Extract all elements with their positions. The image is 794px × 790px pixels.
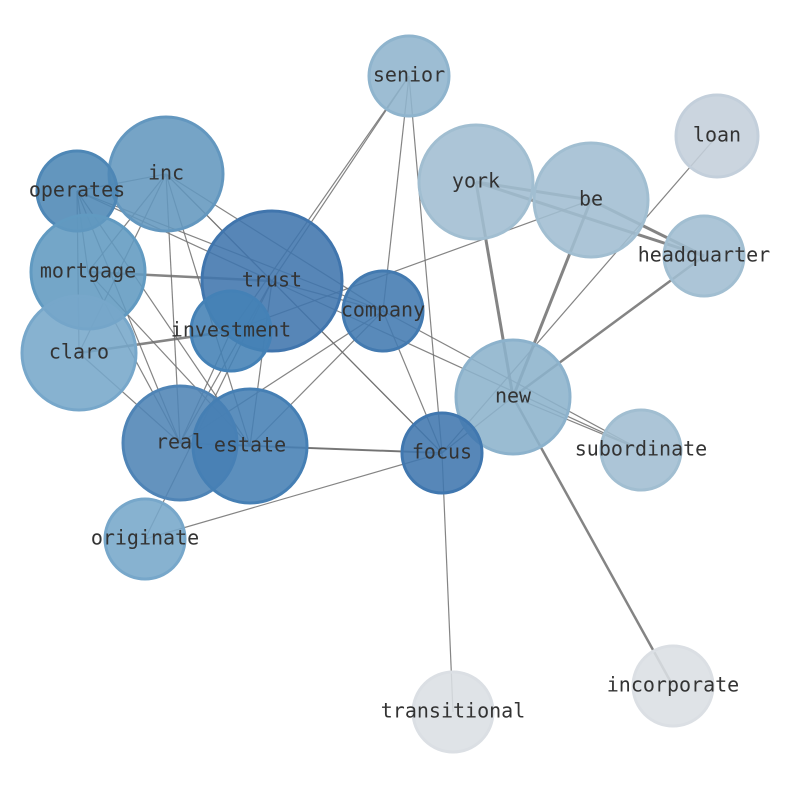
nodes (20, 34, 760, 754)
node-label: inc (148, 161, 184, 185)
node (341, 269, 425, 353)
node-label: subordinate (575, 437, 707, 461)
node-label: originate (91, 526, 199, 550)
node (454, 338, 572, 456)
node-label: incorporate (607, 673, 739, 697)
node-label: headquarter (638, 243, 770, 267)
node-label: trust (242, 268, 302, 292)
node (20, 294, 138, 412)
node (400, 411, 484, 495)
node (367, 34, 451, 118)
edge (144, 452, 443, 540)
node-label: company (341, 298, 425, 322)
labels: senior loan inc operates york be headquarter mo… (29, 63, 770, 723)
node-label: investment (171, 318, 291, 342)
node (103, 497, 187, 581)
node (662, 214, 746, 298)
node (674, 93, 760, 179)
node-label: real (156, 430, 204, 454)
node-label: transitional (381, 699, 526, 723)
edge (408, 75, 443, 454)
node (631, 644, 715, 728)
node (417, 123, 535, 241)
node (599, 408, 683, 492)
node-label: york (452, 169, 500, 193)
node-label: new (495, 384, 532, 408)
node-label: operates (29, 178, 125, 202)
node-label: loan (693, 123, 741, 147)
node (411, 670, 495, 754)
node-label: be (579, 187, 603, 211)
node-label: senior (373, 63, 445, 87)
node (191, 387, 309, 505)
node-label: claro (49, 340, 109, 364)
node (189, 289, 273, 373)
node-label: focus (412, 440, 472, 464)
node (532, 141, 650, 259)
node-label: mortgage (40, 259, 136, 283)
edge (441, 452, 454, 713)
node-label: estate (214, 433, 286, 457)
